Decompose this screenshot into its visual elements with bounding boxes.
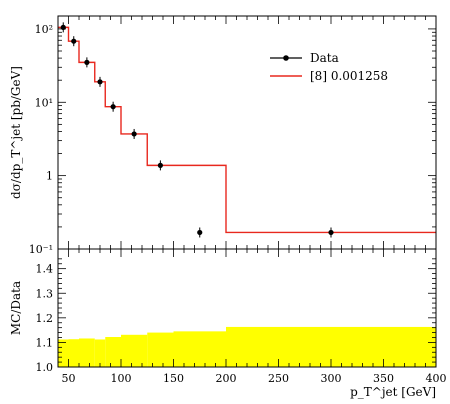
legend-mc-label: [8] 0.001258	[310, 69, 388, 83]
x-tick-label: 350	[373, 372, 394, 385]
x-tick-label: 150	[163, 372, 184, 385]
data-point	[110, 104, 116, 110]
ratio-y-tick-label: 1.2	[36, 312, 54, 325]
ratio-y-tick-label: 1.4	[36, 263, 54, 276]
x-tick-label: 400	[426, 372, 447, 385]
ratio-bin	[94, 339, 106, 367]
ratio-bin	[79, 338, 95, 367]
x-tick-label: 250	[268, 372, 289, 385]
data-point	[328, 229, 334, 236]
x-tick-label: 100	[111, 372, 132, 385]
legend-data-label: Data	[310, 51, 339, 65]
y-tick-label: 10¹	[35, 96, 53, 109]
x-tick-label: 300	[321, 372, 342, 385]
ratio-y-axis-label: MC/Data	[9, 281, 23, 335]
ratio-y-tick-label: 1.1	[36, 336, 54, 349]
mc-step-line	[58, 26, 436, 234]
ratio-y-tick-label: 1.0	[36, 361, 54, 374]
ratio-bin	[173, 331, 226, 367]
ratio-bin	[121, 334, 148, 367]
y-tick-label: 10⁻¹	[29, 243, 53, 256]
data-point	[157, 162, 163, 168]
data-point	[71, 38, 77, 44]
data-point	[84, 59, 90, 65]
data-point	[197, 229, 203, 236]
ratio-bin	[147, 332, 174, 367]
main-y-axis-label: dσ/dp_T^jet [pb/GeV]	[9, 66, 23, 199]
x-tick-label: 50	[62, 372, 76, 385]
x-tick-label: 200	[216, 372, 237, 385]
ratio-bin	[105, 337, 121, 367]
data-point	[131, 131, 137, 137]
y-tick-label: 10²	[35, 23, 53, 36]
ratio-y-tick-label: 1.3	[36, 287, 54, 300]
legend-data-marker	[283, 55, 289, 61]
main-frame	[57, 15, 437, 250]
ratio-bin	[68, 339, 79, 367]
y-tick-label: 1	[46, 170, 53, 183]
ratio-bin	[58, 339, 69, 367]
x-axis-label: p_T^jet [GeV]	[350, 385, 436, 399]
data-point	[97, 79, 103, 85]
